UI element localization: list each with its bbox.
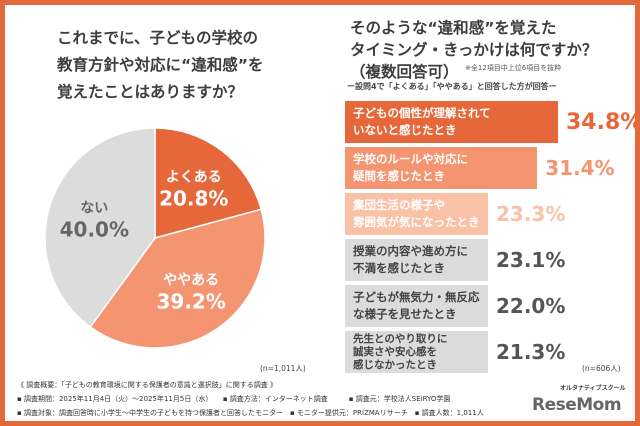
survey-target: ▪ 調査対象：調査回答時に小学生～中学生の子どもを持つ保護者と回答したモニター …: [17, 409, 484, 417]
logo-brand: オルタナティブスクール: [560, 385, 626, 392]
pie-category-label: ない: [80, 200, 108, 216]
bar: 学校のルールや対応に 疑問を感じたとき: [345, 147, 538, 189]
bar-value-label: 23.1%: [496, 248, 566, 272]
bar: 子どもが無気力・無反応 な様子を見せたとき: [345, 285, 488, 327]
survey-period: ▪ 調査期間：2025年11月4日（火）～2025年11月5日（水） ▪ 調査方…: [17, 395, 451, 403]
pie-category-label: よくある: [166, 169, 222, 185]
left-question-title: これまでに、子どもの学校の 教育方針や対応に“違和感”を 覚えたことはありますか…: [57, 29, 264, 101]
title-line: タイミング・きっかけは何ですか？: [350, 41, 598, 59]
pie-category-label: ややある: [163, 273, 219, 289]
bar: 集団生活の様子や 雰囲気が気になったとき: [345, 193, 488, 235]
bar: 子どもの個性が理解されて いないと感じたとき: [345, 101, 558, 143]
bar-value-label: 31.4%: [545, 156, 615, 180]
bar-value-label: 23.3%: [496, 202, 566, 226]
pie-value-label: 39.2%: [156, 290, 225, 314]
left-sample-size: (n=1,011人): [260, 364, 306, 373]
subtitle: ー設問4で「よくある」「ややある」と回答した方が回答ー: [347, 82, 557, 91]
bar-value-label: 22.0%: [496, 294, 566, 318]
pie-value-label: 20.8%: [159, 186, 228, 210]
resemom-logo: ReseMom: [532, 395, 622, 415]
bar-value-label: 21.3%: [496, 340, 566, 364]
bar-value-label: 34.8%: [566, 110, 640, 135]
pie-slice: [89, 208, 266, 349]
title-line: （複数回答可）: [350, 63, 459, 81]
note: ※全12項目中上位6項目を抜粋: [465, 64, 562, 72]
survey-overview: 《 調査概要：「子どもの教育環境に関する保護者の意識と選択肢」に関する調査 》: [17, 381, 277, 389]
title-line: そのような“違和感”を覚えた: [350, 19, 557, 37]
pie-slice: [154, 127, 263, 239]
right-sample-size: (n=606人): [582, 364, 621, 373]
bar: 先生とのやり取りに 誠実さや安心感を 感じなかったとき: [345, 331, 488, 373]
bar: 授業の内容や進め方に 不満を感じたとき: [345, 239, 488, 281]
pie-slice: [44, 127, 156, 329]
right-question-title: そのような“違和感”を覚えた タイミング・きっかけは何ですか？ （複数回答可）: [350, 17, 597, 83]
pie-value-label: 40.0%: [60, 217, 129, 241]
